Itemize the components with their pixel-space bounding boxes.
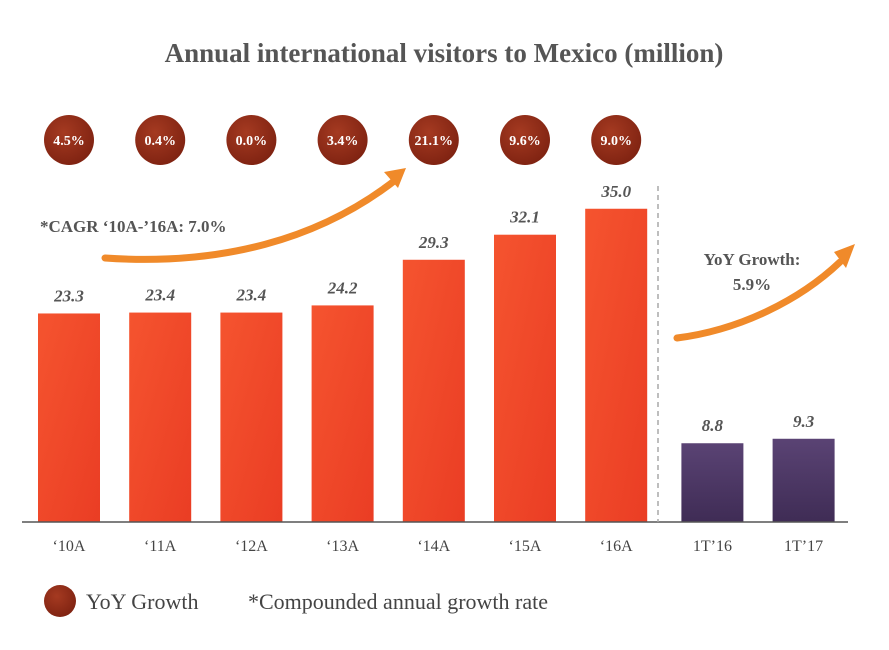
yoy-badge-6	[591, 115, 642, 165]
quarter-growth-value: 5.9%	[733, 275, 771, 294]
x-tick-3: ‘13A	[326, 538, 359, 555]
yoy-badge-label-0: 4.5%	[53, 134, 85, 149]
chart-title: Annual international visitors to Mexico …	[165, 38, 724, 68]
value-label-0: 23.3	[53, 286, 84, 305]
yoy-badge-label-3: 3.4%	[327, 134, 359, 149]
bar-0	[38, 313, 100, 522]
value-label-2: 23.4	[236, 286, 267, 305]
yoy-badge-label-4: 21.1%	[415, 134, 454, 149]
yoy-badge-label-1: 0.4%	[144, 134, 176, 149]
value-label-4: 29.3	[418, 233, 449, 252]
bar-2	[220, 312, 283, 522]
value-label-6: 35.0	[600, 182, 631, 201]
x-tick-5: ‘15A	[509, 538, 542, 555]
yoy-badge-4	[408, 115, 459, 165]
yoy-badge-2	[226, 115, 277, 165]
bar-8	[772, 438, 835, 522]
cagr-note: *CAGR ‘10A-’16A: 7.0%	[40, 217, 227, 236]
value-label-7: 8.8	[702, 416, 724, 435]
cagr-arrow-head-icon	[384, 168, 406, 188]
x-tick-6: ‘16A	[600, 538, 633, 555]
x-tick-labels: ‘10A ‘11A ‘12A ‘13A ‘14A ‘15A ‘16A 1T’16 1T’17	[53, 538, 824, 555]
bar-6	[585, 208, 648, 522]
yoy-badge-label-6: 9.0%	[600, 134, 632, 149]
legend-footnote: *Compounded annual growth rate	[248, 589, 548, 614]
x-tick-8: 1T’17	[784, 538, 823, 555]
bar-7	[681, 443, 744, 522]
quarter-growth-arrow	[673, 258, 844, 342]
bar-4	[402, 259, 465, 522]
bars	[38, 208, 835, 522]
yoy-growth-badges: 4.5% 0.4% 0.0% 3.4% 21.1% 9.6% 9.0%	[44, 115, 642, 165]
x-tick-0: ‘10A	[53, 538, 86, 555]
value-label-3: 24.2	[327, 278, 358, 297]
value-label-5: 32.1	[509, 208, 540, 227]
x-tick-2: ‘12A	[235, 538, 268, 555]
quarter-growth-title: YoY Growth:	[704, 250, 801, 269]
bar-1	[129, 312, 192, 522]
x-tick-4: ‘14A	[417, 538, 450, 555]
yoy-badge-5	[500, 115, 550, 165]
value-label-1: 23.4	[144, 286, 175, 305]
yoy-badge-3	[317, 115, 368, 165]
bar-3	[311, 305, 374, 522]
yoy-badge-label-5: 9.6%	[509, 134, 541, 149]
x-tick-7: 1T’16	[693, 538, 732, 555]
value-labels: 23.3 23.4 23.4 24.2 29.3 32.1 35.0 8.8 9.3	[53, 182, 815, 435]
yoy-badge-label-2: 0.0%	[236, 134, 268, 149]
cagr-arrow	[101, 174, 402, 263]
value-label-8: 9.3	[793, 412, 815, 431]
quarter-growth-arrow-head-icon	[834, 244, 855, 268]
yoy-badge-1	[135, 115, 186, 165]
legend-badge-icon	[44, 585, 76, 617]
x-tick-1: ‘11A	[144, 538, 177, 555]
bar-5	[494, 234, 556, 522]
legend-label: YoY Growth	[86, 589, 198, 614]
yoy-badge-0	[44, 115, 94, 165]
